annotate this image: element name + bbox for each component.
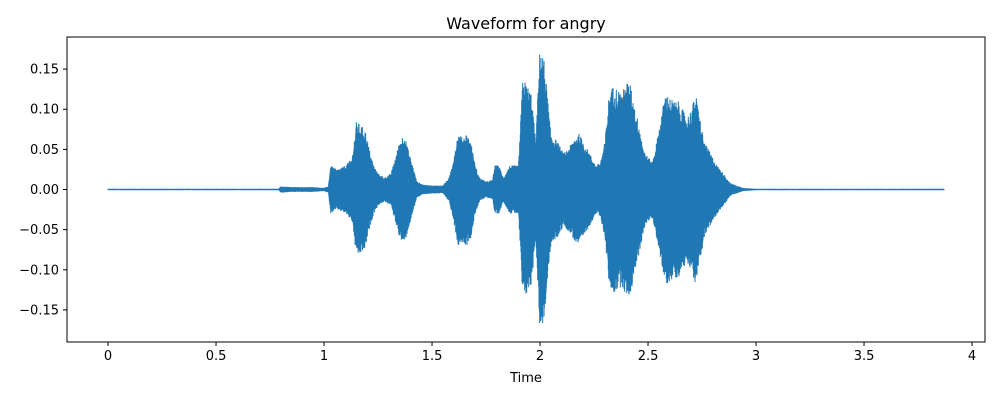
x-tick-label: 0.5: [206, 349, 227, 364]
x-tick-label: 0: [104, 349, 112, 364]
x-axis-ticks: 0 0.5 1 1.5 2 2.5 3 3.5 4: [104, 342, 976, 364]
y-tick-label: −0.15: [19, 303, 59, 318]
axes-frame: [66, 36, 986, 343]
x-tick-label: 1: [320, 349, 328, 364]
x-tick-label: 2.5: [638, 349, 659, 364]
waveform-series: [107, 54, 945, 324]
x-tick-label: 3.5: [854, 349, 875, 364]
x-tick-label: 2: [536, 349, 544, 364]
y-tick-label: −0.10: [19, 263, 59, 278]
y-axis-ticks: −0.15 −0.10 −0.05 0.00 0.05 0.10 0.15: [19, 63, 67, 318]
x-tick-label: 3: [752, 349, 760, 364]
x-axis-label: Time: [509, 371, 542, 386]
x-tick-label: 4: [968, 349, 976, 364]
chart-title: Waveform for angry: [446, 14, 606, 33]
y-tick-label: 0.00: [30, 183, 59, 198]
y-tick-label: 0.15: [30, 63, 59, 78]
y-tick-label: 0.10: [30, 103, 59, 118]
y-tick-label: −0.05: [19, 223, 59, 238]
plot-area: [107, 54, 945, 324]
y-tick-label: 0.05: [30, 143, 59, 158]
x-tick-label: 1.5: [422, 349, 443, 364]
